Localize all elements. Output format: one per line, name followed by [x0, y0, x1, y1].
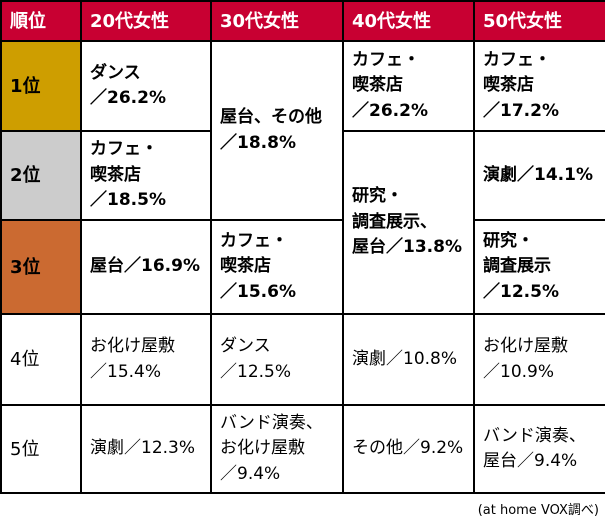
- cell-40s-rank1: カフェ・ 喫茶店 ／26.2%: [342, 40, 475, 132]
- column-header-rank: 順位: [0, 0, 82, 42]
- cell-50s-rank4: お化け屋敷 ／10.9%: [473, 313, 605, 406]
- rank-cell-5: 5位: [0, 404, 82, 494]
- cell-20s-rank5: 演劇／12.3%: [80, 404, 212, 494]
- rank-cell-1: 1位: [0, 40, 82, 132]
- table-row-rank1: 1位 ダンス ／26.2% 屋台、その他 ／18.8% カフェ・ 喫茶店 ／26…: [0, 40, 605, 221]
- cell-50s-rank2: 演劇／14.1%: [473, 130, 605, 221]
- rank-cell-4: 4位: [0, 313, 82, 406]
- cell-50s-rank5: バンド演奏、 屋台／9.4%: [473, 404, 605, 494]
- column-header-women-30s: 30代女性: [210, 0, 344, 42]
- source-note: (at home VOX調べ): [477, 503, 599, 518]
- rank-cell-3: 3位: [0, 219, 82, 315]
- table-row-rank5: 5位 演劇／12.3% バンド演奏、 お化け屋敷 ／9.4% その他／9.2% …: [0, 404, 605, 494]
- cell-50s-rank1: カフェ・ 喫茶店 ／17.2%: [473, 40, 605, 132]
- rank-cell-2: 2位: [0, 130, 82, 221]
- column-header-women-40s: 40代女性: [342, 0, 475, 42]
- cell-20s-rank3: 屋台／16.9%: [80, 219, 212, 315]
- table-row-rank4: 4位 お化け屋敷 ／15.4% ダンス ／12.5% 演劇／10.8% お化け屋…: [0, 313, 605, 406]
- cell-20s-rank4: お化け屋敷 ／15.4%: [80, 313, 212, 406]
- cell-30s-rank5: バンド演奏、 お化け屋敷 ／9.4%: [210, 404, 344, 494]
- cell-50s-rank3: 研究・ 調査展示 ／12.5%: [473, 219, 605, 315]
- column-header-women-50s: 50代女性: [473, 0, 605, 42]
- cell-30s-rank1-2: 屋台、その他 ／18.8%: [210, 40, 344, 221]
- cell-40s-rank5: その他／9.2%: [342, 404, 475, 494]
- cell-30s-rank4: ダンス ／12.5%: [210, 313, 344, 406]
- table-row-rank2: 2位 カフェ・ 喫茶店 ／18.5% 研究・ 調査展示、 屋台／13.8% 演劇…: [0, 130, 605, 315]
- cell-20s-rank1: ダンス ／26.2%: [80, 40, 212, 132]
- cell-40s-rank2-3: 研究・ 調査展示、 屋台／13.8%: [342, 130, 475, 315]
- cell-40s-rank4: 演劇／10.8%: [342, 313, 475, 406]
- ranking-table: 順位 20代女性 30代女性 40代女性 50代女性 1位 ダンス ／26.2%…: [0, 0, 605, 494]
- cell-30s-rank3: カフェ・ 喫茶店 ／15.6%: [210, 219, 344, 315]
- table-row-rank3: 3位 屋台／16.9% カフェ・ 喫茶店 ／15.6% 研究・ 調査展示 ／12…: [0, 219, 605, 315]
- column-header-women-20s: 20代女性: [80, 0, 212, 42]
- header-row: 順位 20代女性 30代女性 40代女性 50代女性: [0, 0, 605, 42]
- cell-20s-rank2: カフェ・ 喫茶店 ／18.5%: [80, 130, 212, 221]
